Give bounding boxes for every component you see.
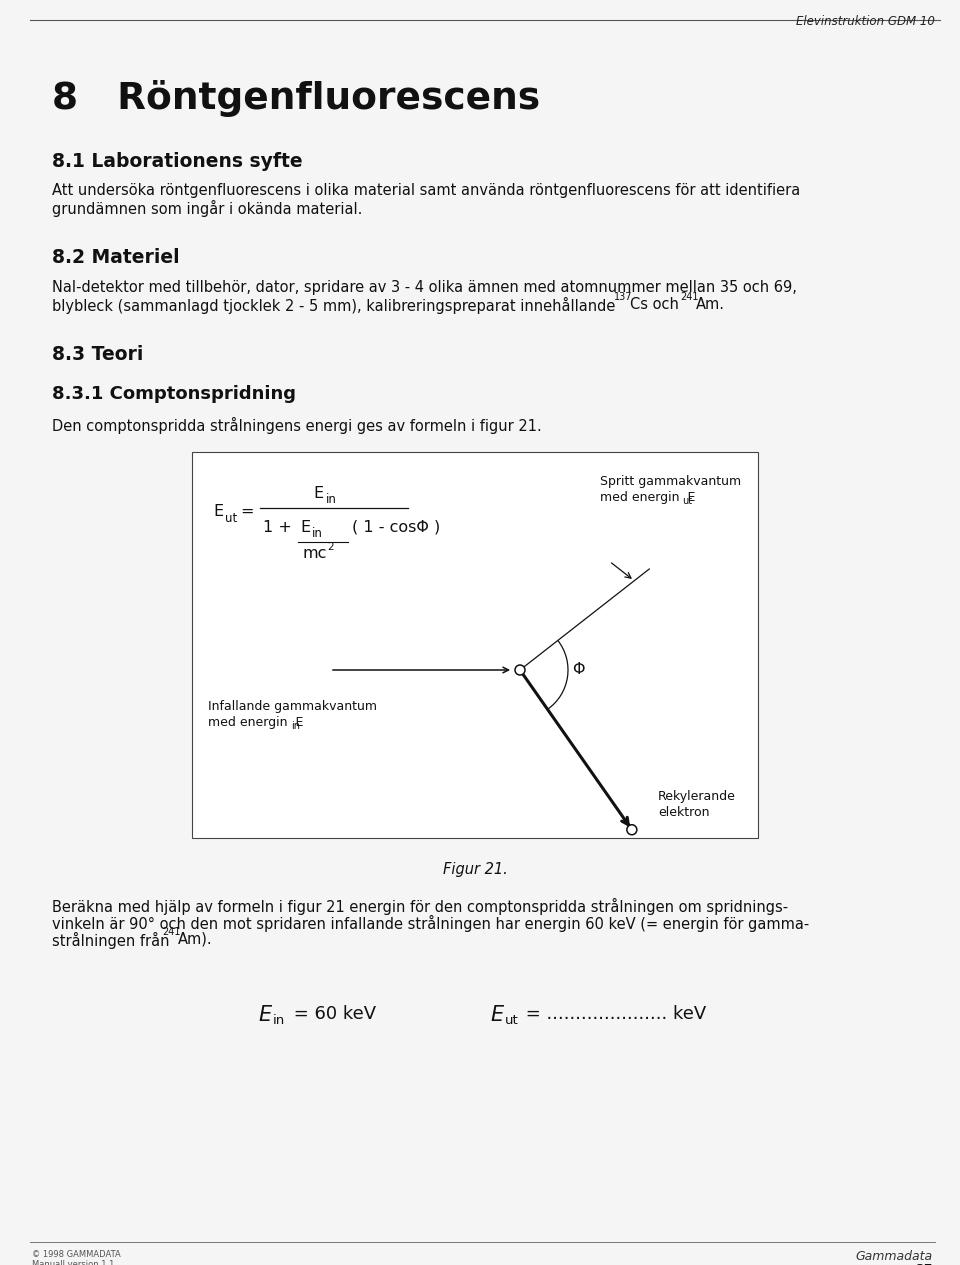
Text: elektron: elektron bbox=[658, 806, 709, 818]
Text: Elevinstruktion GDM 10: Elevinstruktion GDM 10 bbox=[796, 15, 935, 28]
Text: Spritt gammakvantum: Spritt gammakvantum bbox=[600, 474, 741, 488]
Text: Am.: Am. bbox=[696, 297, 725, 312]
Text: E: E bbox=[258, 1004, 272, 1025]
Text: 8   Röntgenfluorescens: 8 Röntgenfluorescens bbox=[52, 80, 540, 116]
Bar bbox=[192, 452, 758, 837]
Text: 8.1 Laborationens syfte: 8.1 Laborationens syfte bbox=[52, 152, 302, 171]
Text: Figur 21.: Figur 21. bbox=[443, 861, 508, 877]
Text: 8.2 Materiel: 8.2 Materiel bbox=[52, 248, 180, 267]
Text: E: E bbox=[313, 486, 324, 501]
Text: in: in bbox=[312, 528, 323, 540]
Text: E: E bbox=[490, 1004, 503, 1025]
Text: Am).: Am). bbox=[178, 932, 212, 947]
Text: 1 +: 1 + bbox=[263, 520, 292, 535]
Text: in: in bbox=[273, 1015, 285, 1027]
Text: ut: ut bbox=[225, 512, 237, 525]
Text: = 60 keV: = 60 keV bbox=[288, 1004, 376, 1023]
Text: Att undersöka röntgenfluorescens i olika material samt använda röntgenfluorescen: Att undersöka röntgenfluorescens i olika… bbox=[52, 183, 801, 199]
Text: in: in bbox=[291, 721, 300, 731]
Text: E: E bbox=[213, 503, 223, 519]
Text: strålningen från: strålningen från bbox=[52, 932, 174, 949]
Text: Φ: Φ bbox=[572, 662, 585, 677]
Text: NaI-detektor med tillbehör, dator, spridare av 3 - 4 olika ämnen med atomnummer : NaI-detektor med tillbehör, dator, sprid… bbox=[52, 280, 797, 295]
Text: 8.3 Teori: 8.3 Teori bbox=[52, 345, 143, 364]
Text: E: E bbox=[300, 520, 310, 535]
Text: Infallande gammakvantum: Infallande gammakvantum bbox=[208, 700, 377, 713]
Text: med energin  E: med energin E bbox=[600, 491, 695, 503]
Text: blybleck (sammanlagd tjocklek 2 - 5 mm), kalibreringspreparat innehållande: blybleck (sammanlagd tjocklek 2 - 5 mm),… bbox=[52, 297, 620, 314]
Text: in: in bbox=[326, 493, 337, 506]
Text: = ..................... keV: = ..................... keV bbox=[520, 1004, 707, 1023]
Circle shape bbox=[627, 825, 636, 835]
Text: grundämnen som ingår i okända material.: grundämnen som ingår i okända material. bbox=[52, 200, 362, 218]
Text: 37: 37 bbox=[916, 1262, 933, 1265]
Text: vinkeln är 90° och den mot spridaren infallande strålningen har energin 60 keV (: vinkeln är 90° och den mot spridaren inf… bbox=[52, 915, 809, 932]
Text: 137: 137 bbox=[614, 292, 633, 302]
Text: Beräkna med hjälp av formeln i figur 21 energin för den comptonspridda strålning: Beräkna med hjälp av formeln i figur 21 … bbox=[52, 898, 788, 915]
Text: Gammadata: Gammadata bbox=[856, 1250, 933, 1262]
Text: med energin  E: med energin E bbox=[208, 716, 303, 729]
Text: Manuall version 1.1: Manuall version 1.1 bbox=[32, 1260, 114, 1265]
Text: 241: 241 bbox=[680, 292, 699, 302]
Text: 8.3.1 Comptonspridning: 8.3.1 Comptonspridning bbox=[52, 385, 296, 404]
Text: =: = bbox=[240, 503, 253, 519]
Text: Rekylerande: Rekylerande bbox=[658, 791, 736, 803]
Text: ut: ut bbox=[505, 1015, 518, 1027]
Text: 241: 241 bbox=[162, 927, 180, 937]
Text: ut: ut bbox=[682, 496, 692, 506]
Text: ( 1 - cosΦ ): ( 1 - cosΦ ) bbox=[352, 520, 441, 535]
Text: mc: mc bbox=[302, 546, 326, 560]
Text: Den comptonspridda strålningens energi ges av formeln i figur 21.: Den comptonspridda strålningens energi g… bbox=[52, 417, 541, 434]
Circle shape bbox=[515, 665, 525, 676]
Text: © 1998 GAMMADATA: © 1998 GAMMADATA bbox=[32, 1250, 121, 1259]
Text: 2: 2 bbox=[327, 541, 334, 552]
Text: Cs och: Cs och bbox=[630, 297, 684, 312]
